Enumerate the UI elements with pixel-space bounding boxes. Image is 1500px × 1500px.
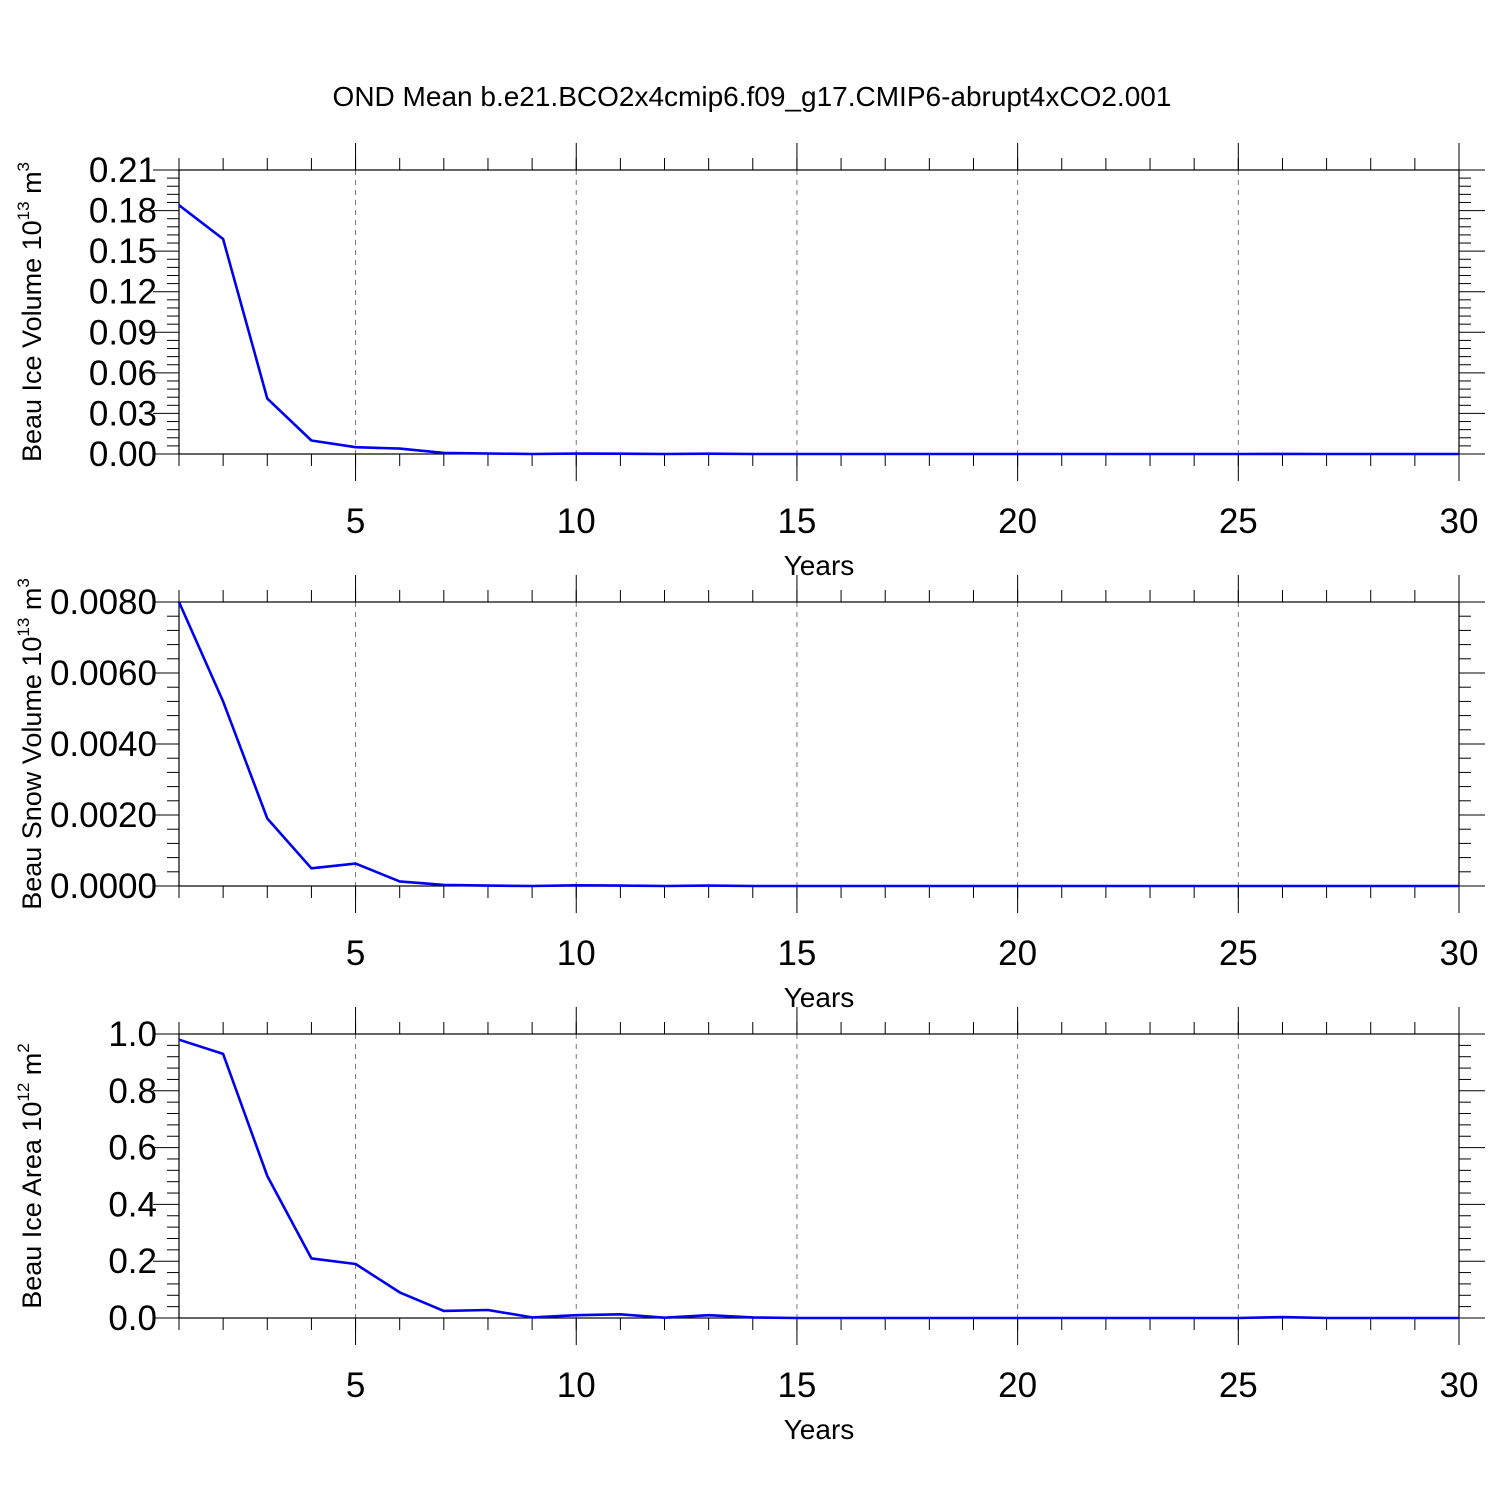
x-tick-label: 20 (998, 1366, 1037, 1405)
y-tick-label: 0.18 (89, 192, 157, 231)
y-tick-label: 0.6 (108, 1129, 157, 1168)
series-line (177, 601, 1459, 888)
plot-frame (178, 169, 1460, 455)
y-tick-label: 0.0080 (50, 583, 157, 622)
y-tick-label: 0.21 (89, 151, 157, 190)
y-tick-label: 0.03 (89, 394, 157, 433)
x-axis-label: Years (784, 1414, 855, 1445)
x-tick-label: 5 (346, 1366, 365, 1405)
x-tick-label: 25 (1219, 1366, 1258, 1405)
chart-panel-2: 5 10 15 20 25 30 0.0000 0.0020 0.0040 0.0060 0.008… (14, 575, 1485, 1013)
chart-panel-1: 5 10 15 20 25 30 0.000.030.060.090.120.150.180… (14, 143, 1485, 581)
x-tick-label: 5 (346, 934, 365, 973)
x-axis-label: Years (784, 982, 855, 1013)
y-tick-label: 0.0040 (50, 725, 157, 764)
x-tick-label: 30 (1440, 1366, 1479, 1405)
x-tick-label: 30 (1440, 502, 1479, 541)
x-tick-label: 25 (1219, 934, 1258, 973)
x-tick-label: 30 (1440, 934, 1479, 973)
series-line (178, 1038, 1459, 1320)
x-tick-label: 15 (777, 502, 816, 541)
y-tick-label: 0.2 (108, 1242, 157, 1281)
x-tick-label: 10 (557, 502, 596, 541)
y-tick-label: 1.0 (108, 1015, 157, 1054)
y-tick-label: 0.15 (89, 232, 157, 271)
y-tick-label: 0.0 (108, 1299, 157, 1338)
x-tick-label: 25 (1219, 502, 1258, 541)
y-tick-label: 0.06 (89, 354, 157, 393)
y-tick-label: 0.12 (89, 273, 157, 312)
x-tick-label: 20 (998, 934, 1037, 973)
y-tick-label: 0.09 (89, 313, 157, 352)
x-tick-label: 10 (557, 1366, 596, 1405)
y-tick-label: 0.0020 (50, 796, 157, 835)
x-tick-label: 15 (777, 1366, 816, 1405)
x-tick-label: 15 (777, 934, 816, 973)
y-axis-label: Beau Ice Volume 1013 m3 (14, 162, 47, 462)
series-line (178, 204, 1459, 456)
y-axis-label: Beau Ice Area 1012 m2 (14, 1043, 47, 1309)
figure-title: OND Mean b.e21.BCO2x4cmip6.f09_g17.CMIP6… (333, 81, 1172, 112)
x-tick-label: 10 (557, 934, 596, 973)
x-tick-label: 20 (998, 502, 1037, 541)
chart-panel-3: 5 10 15 20 25 30 0.0 0.2 0.4 0.6 0.8 1.0 Years Beau I… (14, 1007, 1485, 1445)
x-tick-label: 5 (346, 502, 365, 541)
y-tick-label: 0.4 (108, 1185, 157, 1224)
y-tick-label: 0.8 (108, 1072, 157, 1111)
y-tick-label: 0.00 (89, 435, 157, 474)
x-axis-label: Years (784, 550, 855, 581)
y-axis-label: Beau Snow Volume 1013 m3 (14, 578, 47, 910)
y-tick-label: 0.0000 (50, 867, 157, 906)
y-tick-label: 0.0060 (50, 654, 157, 693)
plot-frame (178, 601, 1460, 887)
